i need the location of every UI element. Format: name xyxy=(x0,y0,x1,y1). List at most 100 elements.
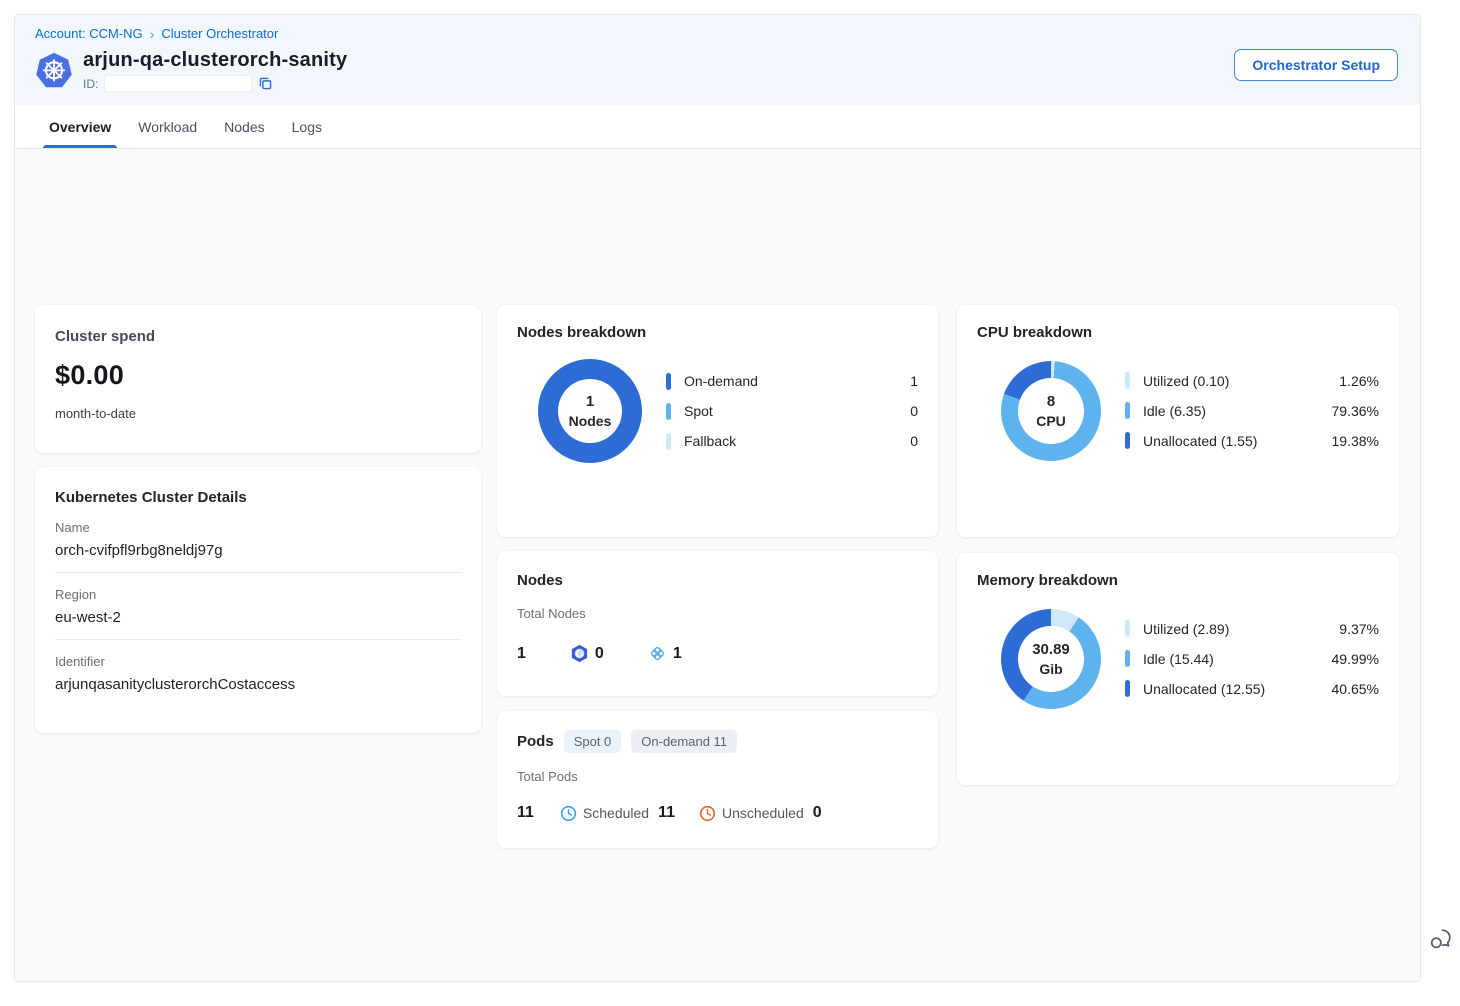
tab-logs[interactable]: Logs xyxy=(291,118,322,135)
legend-label: On-demand xyxy=(684,373,758,389)
legend-item-utilized: Utilized (0.10) 1.26% xyxy=(1125,372,1379,389)
legend-value: 1.26% xyxy=(1339,372,1379,389)
on-demand-nodes-value: 1 xyxy=(672,644,682,662)
tab-workload[interactable]: Workload xyxy=(138,118,198,135)
legend-value: 9.37% xyxy=(1339,620,1379,637)
pods-card-title: Pods xyxy=(517,733,554,750)
legend-value: 19.38% xyxy=(1331,432,1379,449)
detail-value: eu-west-2 xyxy=(55,609,461,640)
detail-label: Name xyxy=(55,520,90,535)
legend-label: Unallocated (1.55) xyxy=(1143,432,1258,449)
page-header: Account: CCM-NG › Cluster Orchestrator xyxy=(15,15,1420,105)
cluster-spend-card: Cluster spend $0.00 month-to-date xyxy=(35,305,481,453)
breadcrumb: Account: CCM-NG › Cluster Orchestrator xyxy=(35,26,1400,41)
legend-item-unallocated: Unallocated (1.55) 19.38% xyxy=(1125,432,1379,449)
unscheduled-label: Unscheduled xyxy=(722,805,804,821)
legend-item-unallocated: Unallocated (12.55) 40.65% xyxy=(1125,680,1379,697)
pods-spot-badge: Spot 0 xyxy=(563,730,622,753)
donut-center: 1 Nodes xyxy=(558,379,622,443)
memory-breakdown-donut: 30.89 Gib xyxy=(1001,608,1101,709)
legend-marker xyxy=(666,432,671,450)
orchestrator-setup-button[interactable]: Orchestrator Setup xyxy=(1234,49,1398,81)
legend-marker xyxy=(1125,372,1130,389)
cpu-breakdown-card: CPU breakdown 8 CPU Utilized (0.10) 1.26… xyxy=(957,305,1399,537)
legend-value: 79.36% xyxy=(1331,402,1379,419)
donut-center-label: CPU xyxy=(1036,412,1066,429)
overview-content: Cluster spend $0.00 month-to-date Kubern… xyxy=(15,149,1420,981)
donut-center-value: 1 xyxy=(585,393,595,410)
legend-marker xyxy=(1125,432,1130,449)
breadcrumb-page-link[interactable]: Cluster Orchestrator xyxy=(161,26,279,41)
legend-marker xyxy=(1125,402,1130,419)
legend-label: Idle (6.35) xyxy=(1143,402,1207,419)
total-nodes-label: Total Nodes xyxy=(517,606,586,621)
scheduled-value: 11 xyxy=(658,804,676,821)
main-panel: Account: CCM-NG › Cluster Orchestrator xyxy=(14,14,1421,982)
donut-center: 8 CPU xyxy=(1018,377,1084,444)
detail-value: arjunqasanityclusterorchCostaccess xyxy=(55,676,296,693)
breadcrumb-account-link[interactable]: Account: CCM-NG xyxy=(35,26,143,41)
donut-center-label: Gib xyxy=(1039,660,1063,677)
scheduled-label: Scheduled xyxy=(582,805,650,821)
total-nodes-value: 1 xyxy=(517,644,526,662)
detail-value: orch-cvifpfl9rbg8neldj97g xyxy=(55,542,461,573)
donut-center-value: 30.89 xyxy=(1032,640,1070,658)
legend-item-utilized: Utilized (2.89) 9.37% xyxy=(1125,620,1379,637)
detail-field-name: Name orch-cvifpfl9rbg8neldj97g xyxy=(55,520,461,573)
legend-item-idle: Idle (15.44) 49.99% xyxy=(1125,650,1379,667)
unscheduled-group: Unscheduled xyxy=(699,805,804,822)
detail-field-identifier: Identifier arjunqasanityclusterorchCosta… xyxy=(55,654,461,706)
legend-label: Idle (15.44) xyxy=(1143,650,1214,667)
unscheduled-value: 0 xyxy=(812,804,822,821)
legend-label: Unallocated (12.55) xyxy=(1143,680,1266,697)
donut-center-label: Nodes xyxy=(568,413,612,429)
pods-on-demand-badge: On-demand 11 xyxy=(631,730,738,753)
detail-field-region: Region eu-west-2 xyxy=(55,587,461,640)
cluster-details-title: Kubernetes Cluster Details xyxy=(55,489,247,506)
on-demand-nodes-group: 1 xyxy=(648,644,682,663)
pods-card: Pods Spot 0 On-demand 11 Total Pods 11 S… xyxy=(497,711,938,848)
donut-center-value: 8 xyxy=(1046,392,1056,410)
tab-nodes[interactable]: Nodes xyxy=(224,118,265,135)
total-pods-value: 11 xyxy=(517,804,534,821)
page-title: arjun-qa-clusterorch-sanity xyxy=(83,49,348,71)
total-pods-label: Total Pods xyxy=(517,769,578,784)
legend-value: 0 xyxy=(910,433,918,449)
cluster-id-label: ID: xyxy=(83,76,99,91)
cluster-spend-title: Cluster spend xyxy=(55,328,156,345)
legend-marker xyxy=(1125,650,1130,667)
unscheduled-clock-icon xyxy=(699,805,716,821)
help-chat-icon[interactable] xyxy=(1428,926,1454,952)
spot-nodes-group: 0 xyxy=(570,644,604,663)
scheduled-clock-icon xyxy=(560,805,577,821)
legend-label: Utilized (2.89) xyxy=(1143,620,1230,637)
nodes-breakdown-card: Nodes breakdown 1 Nodes On-demand 1 xyxy=(497,305,938,537)
nodes-card: Nodes Total Nodes 1 0 xyxy=(497,551,938,696)
scheduled-group: Scheduled xyxy=(560,805,649,822)
cpu-breakdown-title: CPU breakdown xyxy=(977,324,1093,341)
legend-label: Fallback xyxy=(684,433,737,449)
legend-value: 40.65% xyxy=(1331,680,1379,697)
memory-breakdown-card: Memory breakdown 30.89 Gib Utilized (2.8… xyxy=(957,553,1399,785)
legend-value: 49.99% xyxy=(1331,650,1379,667)
cpu-breakdown-legend: Utilized (0.10) 1.26% Idle (6.35) 79.36%… xyxy=(1125,359,1379,462)
cluster-spend-period: month-to-date xyxy=(55,406,136,421)
legend-value: 1 xyxy=(910,373,918,389)
tab-overview[interactable]: Overview xyxy=(42,105,118,148)
cluster-details-card: Kubernetes Cluster Details Name orch-cvi… xyxy=(35,467,481,733)
memory-breakdown-title: Memory breakdown xyxy=(977,572,1118,589)
breadcrumb-chevron-icon: › xyxy=(149,25,155,42)
nodes-breakdown-legend: On-demand 1 Spot 0 Fallback 0 xyxy=(666,360,918,463)
cluster-spend-amount: $0.00 xyxy=(55,360,125,390)
memory-breakdown-legend: Utilized (2.89) 9.37% Idle (15.44) 49.99… xyxy=(1125,607,1379,710)
legend-marker xyxy=(666,402,671,420)
nodes-card-title: Nodes xyxy=(517,572,563,589)
legend-value: 0 xyxy=(910,403,918,419)
nodes-breakdown-donut: 1 Nodes xyxy=(538,359,642,463)
spot-node-icon xyxy=(571,644,588,663)
nodes-breakdown-title: Nodes breakdown xyxy=(517,324,647,341)
legend-marker xyxy=(1125,620,1130,637)
copy-icon[interactable] xyxy=(258,76,273,91)
legend-marker xyxy=(666,372,671,390)
detail-label: Identifier xyxy=(55,654,105,669)
